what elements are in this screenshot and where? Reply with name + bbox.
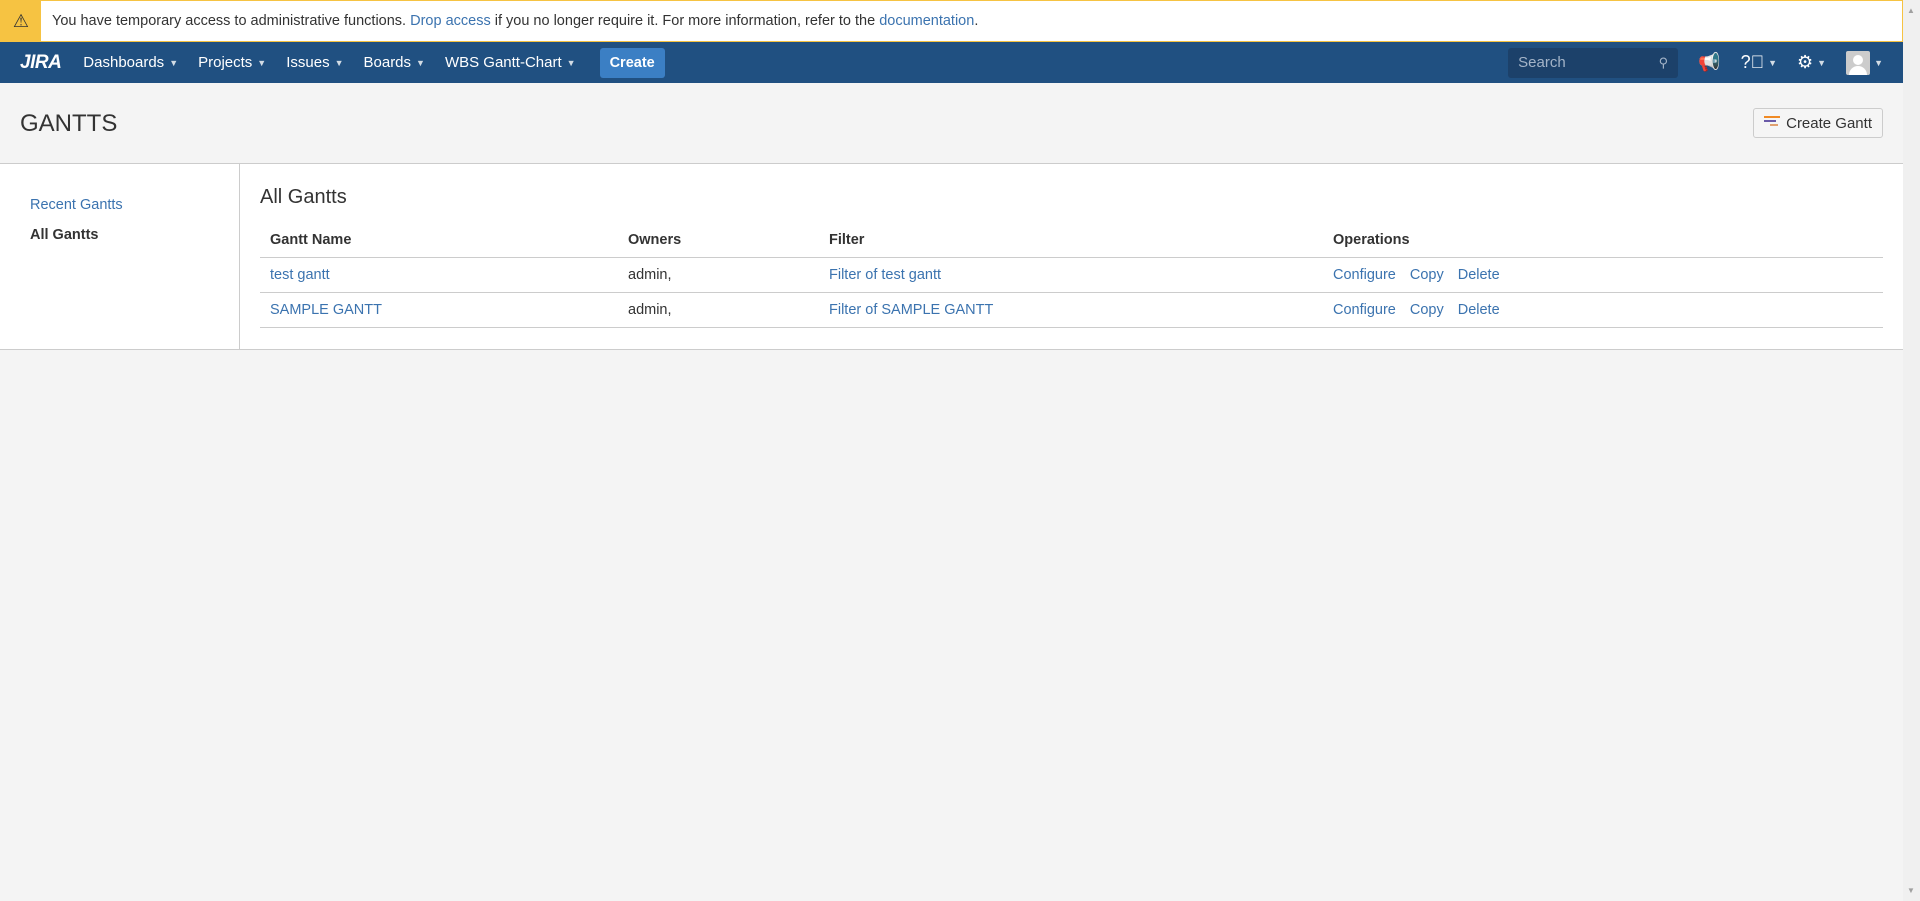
- filter-link[interactable]: Filter of test gantt: [829, 267, 942, 283]
- settings-gear-icon[interactable]: ⚙ ▼: [1797, 52, 1827, 72]
- create-gantt-label: Create Gantt: [1786, 114, 1872, 132]
- delete-link[interactable]: Delete: [1457, 267, 1500, 283]
- vertical-scrollbar[interactable]: ▲ ▼: [1903, 0, 1920, 901]
- caret-down-icon: ▼: [257, 57, 267, 68]
- banner-text: if you no longer require it. For more in…: [490, 13, 880, 29]
- gantt-icon: [1764, 116, 1781, 130]
- admin-access-banner: ⚠ You have temporary access to administr…: [0, 0, 1903, 42]
- section-heading: All Gantts: [260, 186, 347, 208]
- column-header-operations: Operations: [1323, 223, 1883, 258]
- nav-issues[interactable]: Issues ▼: [276, 54, 353, 71]
- sidebar-item-all-gantts[interactable]: All Gantts: [30, 227, 99, 243]
- filter-link[interactable]: Filter of SAMPLE GANTT: [829, 302, 994, 318]
- search-icon: ⚲: [1658, 54, 1669, 70]
- caret-down-icon: ▼: [566, 57, 576, 68]
- delete-link[interactable]: Delete: [1457, 302, 1500, 318]
- nav-dashboards[interactable]: Dashboards ▼: [73, 54, 188, 71]
- page-title: GANTTS: [20, 110, 118, 137]
- sidebar-link[interactable]: Recent Gantts: [30, 197, 123, 213]
- table-row: SAMPLE GANTT admin, Filter of SAMPLE GAN…: [260, 292, 1883, 328]
- gantt-name-link[interactable]: SAMPLE GANTT: [270, 302, 382, 318]
- page-header: GANTTS Create Gantt: [0, 83, 1903, 163]
- sidebar-item-recent-gantts[interactable]: Recent Gantts: [0, 190, 239, 220]
- copy-link[interactable]: Copy: [1409, 267, 1444, 283]
- nav-boards[interactable]: Boards ▼: [354, 54, 435, 71]
- search-input[interactable]: Search ⚲: [1508, 47, 1679, 78]
- user-avatar-menu[interactable]: ▼: [1846, 50, 1883, 75]
- nav-label: Dashboards: [83, 54, 165, 71]
- caret-down-icon: ▼: [334, 57, 344, 68]
- owners-cell: admin,: [618, 292, 819, 328]
- jira-logo[interactable]: JIRA: [20, 51, 62, 74]
- scroll-down-arrow-icon[interactable]: ▼: [1907, 886, 1915, 895]
- table-header-row: Gantt Name Owners Filter Operations: [260, 223, 1883, 258]
- table-row: test gantt admin, Filter of test gantt C…: [260, 257, 1883, 293]
- caret-down-icon: ▼: [1874, 57, 1883, 68]
- main-area: All Gantts Gantt Name Owners Filter Oper…: [240, 164, 1903, 349]
- owners-cell: admin,: [618, 257, 819, 293]
- scroll-up-arrow-icon[interactable]: ▲: [1907, 6, 1915, 15]
- nav-label: Boards: [363, 54, 412, 71]
- gantt-name-link[interactable]: test gantt: [270, 267, 330, 283]
- announcement-icon[interactable]: 📢: [1698, 52, 1721, 72]
- configure-link[interactable]: Configure: [1333, 302, 1396, 318]
- copy-link[interactable]: Copy: [1409, 302, 1444, 318]
- banner-text: You have temporary access to administrat…: [52, 13, 411, 29]
- gantts-table: Gantt Name Owners Filter Operations test…: [260, 223, 1883, 328]
- caret-down-icon: ▼: [169, 57, 179, 68]
- column-header-owners: Owners: [618, 223, 819, 258]
- configure-link[interactable]: Configure: [1333, 267, 1396, 283]
- help-icon[interactable]: ?⃝ ▼: [1740, 52, 1778, 72]
- column-header-filter: Filter: [819, 223, 1323, 258]
- create-gantt-button[interactable]: Create Gantt: [1753, 108, 1883, 138]
- sidebar: Recent Gantts All Gantts: [0, 164, 240, 349]
- nav-label: WBS Gantt-Chart: [444, 54, 562, 71]
- column-header-gantt-name: Gantt Name: [260, 223, 618, 258]
- create-button[interactable]: Create: [599, 47, 665, 78]
- content-panel: Recent Gantts All Gantts All Gantts Gant…: [0, 163, 1903, 350]
- top-nav: JIRA Dashboards ▼ Projects ▼ Issues ▼ Board…: [0, 42, 1903, 83]
- caret-down-icon: ▼: [1768, 57, 1778, 68]
- banner-text: .: [974, 13, 979, 29]
- search-placeholder: Search: [1518, 54, 1566, 71]
- documentation-link[interactable]: documentation: [879, 13, 975, 29]
- nav-label: Projects: [198, 54, 253, 71]
- nav-projects[interactable]: Projects ▼: [188, 54, 276, 71]
- caret-down-icon: ▼: [416, 57, 425, 68]
- drop-access-link[interactable]: Drop access: [410, 13, 491, 29]
- logo-text: JIRA: [20, 51, 62, 73]
- caret-down-icon: ▼: [1817, 57, 1827, 68]
- nav-label: Issues: [286, 54, 330, 71]
- banner-message: You have temporary access to administrat…: [41, 13, 978, 29]
- nav-wbs-gantt-chart[interactable]: WBS Gantt-Chart ▼: [435, 54, 586, 71]
- avatar: [1846, 50, 1871, 75]
- warning-icon: ⚠: [1, 1, 41, 41]
